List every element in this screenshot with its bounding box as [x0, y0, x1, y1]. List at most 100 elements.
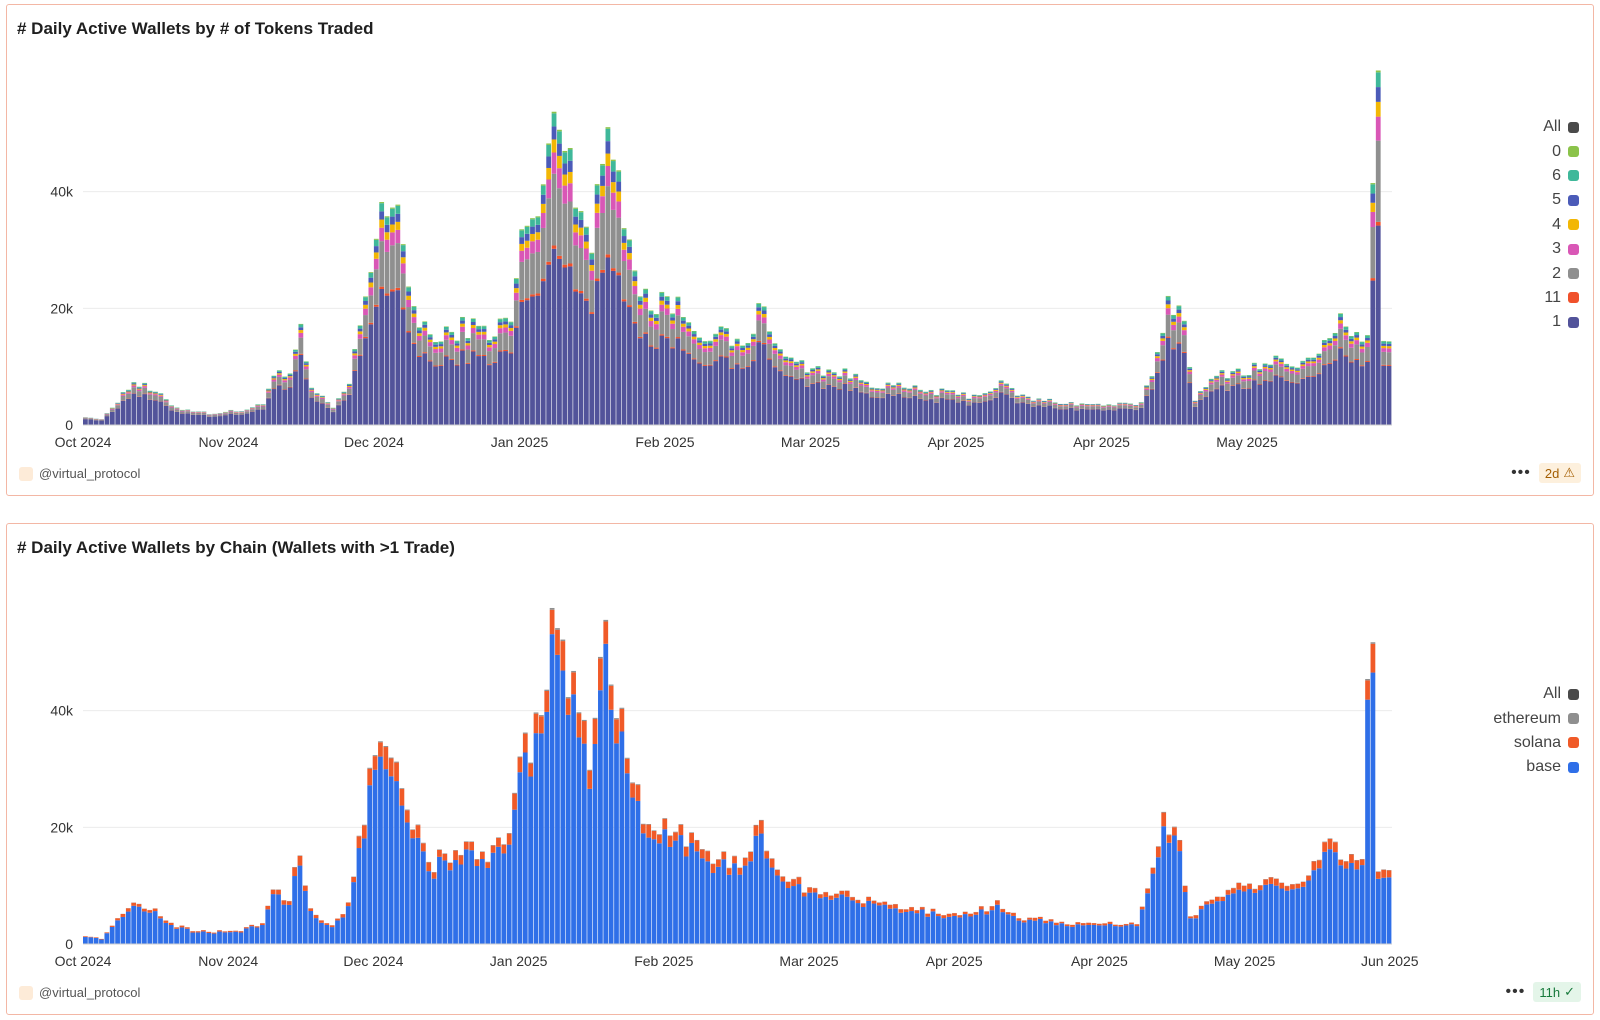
bar-segment-5	[1343, 329, 1349, 333]
bar-segment-5	[341, 392, 347, 394]
bar-segment-solana	[142, 908, 147, 912]
bar-segment-11	[691, 358, 697, 360]
panel-footer-actions: ••• 2d ⚠	[1511, 463, 1581, 483]
bar-segment-2	[1079, 405, 1085, 409]
legend-item-11[interactable]: 11	[1543, 286, 1579, 310]
bar-segment-2	[1128, 405, 1133, 409]
bar-segment-5	[1165, 300, 1171, 305]
bar-segment-6	[1295, 367, 1300, 370]
legend-label: 2	[1552, 264, 1561, 282]
bar-segment-ethereum	[372, 755, 378, 757]
bar-segment-2	[1187, 374, 1193, 383]
author-link[interactable]: @virtual_protocol	[19, 466, 140, 481]
bar-segment-3	[249, 408, 255, 410]
bar-segment-1	[1284, 380, 1290, 425]
bar-segment-solana	[1225, 890, 1231, 895]
bar-segment-solana	[496, 837, 501, 847]
legend-item-solana[interactable]: solana	[1493, 731, 1579, 755]
bar-segment-1	[535, 295, 541, 425]
bar-segment-solana	[201, 930, 206, 932]
bar-segment-1	[977, 402, 982, 425]
bar-segment-solana	[335, 918, 340, 921]
bar-segment-11	[298, 353, 304, 355]
legend-item-5[interactable]: 5	[1543, 188, 1579, 212]
bar-segment-11	[600, 269, 605, 273]
bar-segment-4	[734, 343, 740, 347]
bar-segment-1	[368, 324, 374, 425]
bar-segment-4	[950, 392, 956, 393]
bar-segment-base	[442, 860, 448, 944]
bar-segment-base	[1214, 901, 1220, 944]
bar-segment-2	[142, 387, 148, 394]
bar-segment-2	[880, 392, 886, 398]
bar-segment-4	[153, 393, 158, 395]
legend-item-ethereum[interactable]: ethereum	[1493, 706, 1579, 730]
bar-segment-1	[1262, 380, 1268, 425]
bar-segment-11	[578, 290, 584, 294]
bar-segment-11	[406, 331, 411, 333]
legend-item-base[interactable]: base	[1493, 755, 1579, 779]
bar-segment-11	[680, 349, 686, 351]
legend-swatch	[1568, 219, 1579, 231]
bar-segment-0	[379, 202, 385, 204]
bar-segment-5	[1278, 360, 1284, 363]
bar-segment-base	[501, 853, 507, 944]
bar-segment-2	[761, 323, 767, 343]
bar-segment-4	[896, 384, 902, 386]
bar-segment-4	[373, 252, 379, 259]
legend-item-4[interactable]: 4	[1543, 213, 1579, 237]
more-icon[interactable]: •••	[1511, 464, 1531, 481]
bar-segment-base	[99, 939, 104, 944]
bar-segment-solana	[404, 810, 410, 823]
author-link[interactable]: @virtual_protocol	[19, 985, 140, 1000]
bar-segment-solana	[120, 914, 126, 917]
legend-item-all[interactable]: All	[1543, 115, 1579, 139]
bar-segment-4	[1241, 378, 1246, 380]
bar-segment-11	[740, 367, 745, 369]
more-icon[interactable]: •••	[1505, 983, 1526, 1000]
bar-segment-5	[637, 300, 643, 305]
bar-segment-solana	[281, 900, 287, 905]
bar-segment-3	[449, 340, 455, 345]
bar-segment-base	[83, 937, 88, 944]
bar-segment-4	[718, 332, 724, 336]
legend-item-6[interactable]: 6	[1543, 164, 1579, 188]
bar-segment-11	[1327, 362, 1333, 364]
bar-segment-11	[433, 365, 438, 367]
legend-item-all[interactable]: All	[1493, 682, 1579, 706]
bar-segment-5	[1321, 342, 1327, 345]
bar-segment-base	[1257, 890, 1263, 944]
bar-segment-2	[508, 335, 514, 353]
bar-segment-solana	[1375, 871, 1381, 879]
freshness-badge[interactable]: 11h ✓	[1533, 982, 1581, 1002]
bar-segment-base	[115, 920, 120, 944]
legend-item-0[interactable]: 0	[1543, 139, 1579, 163]
bar-segment-ethereum	[565, 697, 571, 699]
legend-item-1[interactable]: 1	[1543, 310, 1579, 334]
bar-segment-11	[1219, 384, 1225, 386]
bar-segment-solana	[292, 867, 297, 877]
bar-segment-1	[513, 327, 519, 425]
bar-segment-3	[917, 392, 923, 394]
bar-segment-ethereum	[463, 841, 469, 842]
bar-segment-base	[1284, 890, 1290, 944]
bar-segment-solana	[361, 825, 367, 839]
bar-segment-3	[1230, 375, 1236, 378]
bar-segment-4	[1257, 372, 1263, 374]
legend-item-3[interactable]: 3	[1543, 237, 1579, 261]
bar-segment-6	[1235, 368, 1241, 371]
bar-segment-3	[341, 394, 347, 396]
bar-segment-solana	[1241, 885, 1247, 892]
bar-segment-base	[710, 872, 716, 944]
legend-item-2[interactable]: 2	[1543, 261, 1579, 285]
freshness-badge[interactable]: 2d ⚠	[1538, 463, 1581, 483]
bar-segment-0	[416, 327, 422, 328]
bar-segment-5	[971, 395, 977, 397]
bar-segment-3	[470, 328, 476, 334]
bar-segment-1	[648, 346, 654, 425]
bar-segment-3	[772, 350, 778, 354]
x-tick-label: Feb 2025	[635, 434, 694, 450]
bar-segment-5	[594, 194, 600, 204]
